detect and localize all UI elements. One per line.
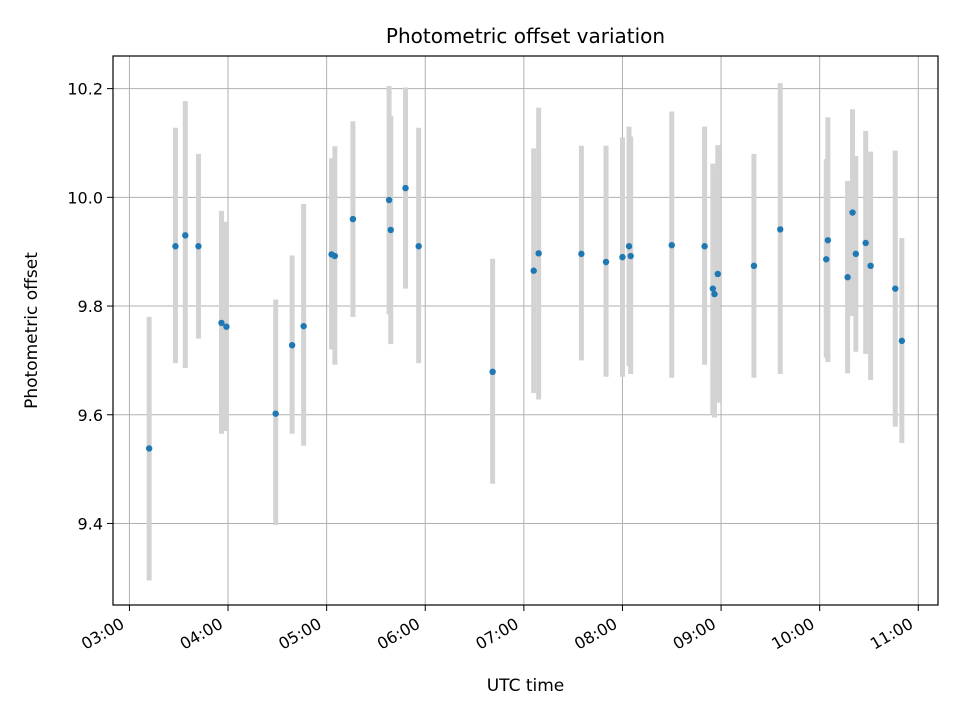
data-point: [387, 226, 394, 234]
data-point: [530, 267, 537, 274]
data-point: [182, 232, 189, 239]
data-point: [331, 252, 339, 260]
data-point: [852, 250, 860, 258]
data-point: [627, 252, 634, 260]
data-point: [701, 243, 708, 250]
data-points: [145, 184, 906, 452]
data-point: [619, 253, 626, 261]
data-point: [709, 285, 717, 292]
y-tick-label: 9.8: [78, 297, 103, 316]
data-point: [272, 410, 279, 417]
data-point: [195, 243, 202, 250]
data-point: [867, 262, 874, 270]
data-point: [862, 239, 869, 247]
plot-area-frame: [112, 55, 939, 606]
y-tick-label: 9.4: [78, 514, 103, 533]
y-axis-title: Photometric offset: [22, 252, 42, 409]
data-point: [824, 237, 832, 244]
data-point: [218, 319, 225, 327]
x-axis-title: UTC time: [487, 676, 565, 696]
data-point: [898, 337, 906, 345]
data-point: [849, 209, 856, 216]
data-point: [535, 250, 542, 257]
data-point: [625, 243, 633, 250]
data-point: [172, 243, 179, 250]
data-point: [145, 445, 153, 452]
chart-title: Photometric offset variation: [386, 24, 665, 48]
data-point: [223, 323, 230, 330]
data-point: [385, 196, 393, 204]
data-point: [892, 285, 899, 292]
data-point: [714, 270, 721, 278]
y-tick-label: 10.2: [67, 80, 103, 99]
data-point: [402, 184, 409, 192]
data-point: [668, 241, 675, 249]
data-point: [844, 274, 851, 281]
data-point: [349, 215, 357, 223]
data-point: [750, 262, 758, 270]
data-point: [711, 290, 718, 298]
data-point: [777, 226, 784, 233]
y-axis: 9.4 9.6 9.8 10.0 10.2: [67, 80, 113, 533]
data-point: [578, 250, 585, 258]
y-tick-label: 9.6: [78, 406, 103, 425]
y-tick-label: 10.0: [67, 188, 103, 207]
data-point: [823, 256, 830, 263]
data-point: [415, 243, 422, 250]
data-point: [288, 341, 296, 349]
data-point: [300, 322, 307, 330]
data-point: [602, 258, 610, 266]
data-point: [489, 368, 496, 376]
